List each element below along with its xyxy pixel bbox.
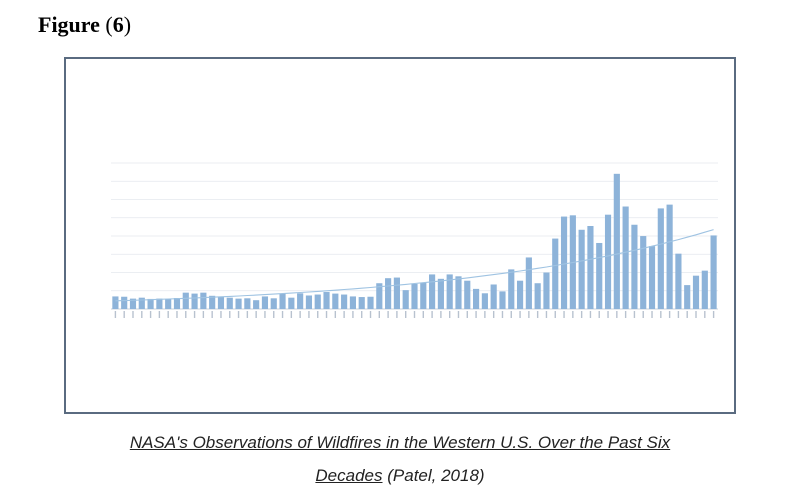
bar [402, 290, 409, 309]
bar [288, 297, 295, 309]
figure-number: (6) [105, 12, 131, 37]
bar [121, 296, 128, 309]
figure-number-value: 6 [112, 12, 124, 37]
figure-word: Figure [38, 12, 100, 37]
caption-underlined-word: Decades [315, 466, 383, 485]
bar [323, 292, 330, 309]
bar [358, 297, 365, 309]
bar [226, 297, 233, 309]
bar [305, 295, 313, 309]
bar [666, 204, 673, 309]
bar [297, 293, 304, 309]
bar [657, 208, 664, 309]
bar [525, 257, 532, 309]
bar [341, 294, 348, 309]
bar [393, 277, 400, 309]
bar [604, 214, 612, 309]
bar [235, 298, 242, 309]
bar [420, 282, 427, 309]
bar [692, 275, 700, 309]
bar [253, 300, 260, 309]
bar [675, 253, 682, 309]
bar [648, 246, 656, 309]
caption-citation: (Patel, 2018) [382, 466, 485, 485]
bar [270, 298, 277, 309]
x-axis-ticks [114, 311, 715, 318]
bar [552, 238, 559, 309]
bar [112, 296, 119, 309]
bar [191, 293, 198, 309]
bar [437, 278, 444, 309]
bar [156, 298, 163, 309]
bar [455, 276, 462, 309]
wildfire-bar-chart [111, 162, 718, 318]
bar [499, 291, 506, 309]
caption-text-1: NASA's Observations of Wildfires in the … [129, 433, 671, 452]
bar [200, 292, 207, 309]
bar [244, 298, 251, 309]
bar [640, 236, 647, 309]
trendline-path [115, 229, 714, 302]
bar [182, 292, 189, 309]
bar [165, 298, 172, 309]
figure-caption-line-1: NASA's Observations of Wildfires in the … [0, 433, 800, 453]
bar [446, 274, 453, 309]
figure-number-close: ) [123, 12, 132, 37]
bar [129, 298, 137, 309]
bar [490, 284, 497, 309]
bar [411, 283, 418, 309]
trendline [115, 229, 714, 302]
bar [385, 278, 392, 309]
bar [710, 235, 717, 309]
bar [543, 272, 550, 309]
bar [261, 296, 269, 309]
bar [596, 242, 603, 309]
bar [376, 283, 383, 309]
bar [464, 280, 471, 309]
bar [429, 274, 436, 309]
bar [701, 270, 708, 309]
bar [209, 295, 216, 309]
bar [578, 229, 585, 309]
bar [147, 298, 154, 309]
bar [560, 216, 568, 309]
bar [349, 296, 356, 309]
bar [314, 294, 321, 309]
bar [622, 206, 629, 309]
bar [534, 283, 541, 309]
bar [587, 226, 594, 309]
bar [138, 297, 145, 309]
chart-frame [64, 57, 736, 414]
bar [473, 288, 480, 309]
bar [279, 293, 286, 309]
figure-heading: Figure (6) [38, 12, 131, 38]
bar-series [112, 173, 717, 309]
bar [631, 224, 638, 309]
figure-caption-line-2: Decades (Patel, 2018) [0, 466, 800, 486]
bar [684, 285, 691, 309]
bar [173, 297, 181, 309]
bar [481, 293, 488, 309]
bar [613, 173, 620, 309]
bar [332, 293, 339, 309]
bar [217, 296, 225, 309]
bar [516, 280, 524, 309]
bar [508, 269, 515, 309]
figure-number-open: ( [105, 12, 113, 37]
bar [367, 296, 374, 309]
